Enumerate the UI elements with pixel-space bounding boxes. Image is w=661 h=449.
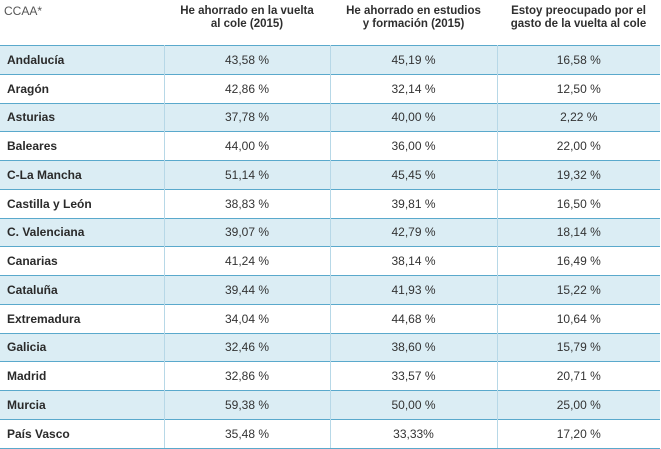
worried-spending-cell: 16,49 % [497, 246, 660, 276]
region-cell: Aragón [0, 73, 165, 103]
table-row: País Vasco 35,48 % 33,33% 17,20 % [0, 418, 660, 449]
saved-studies-cell: 45,19 % [330, 45, 498, 75]
header-saved-studies: He ahorrado en estudios y formación (201… [330, 0, 497, 46]
region-cell: C. Valenciana [0, 217, 165, 247]
table-row: Madrid 32,86 % 33,57 % 20,71 % [0, 361, 660, 391]
header-region: CCAA* [4, 4, 43, 18]
worried-spending-cell: 22,00 % [497, 131, 660, 161]
saved-studies-cell: 38,14 % [330, 246, 498, 276]
saved-back-to-school-cell: 41,24 % [164, 246, 331, 276]
worried-spending-cell: 16,50 % [497, 188, 660, 218]
saved-back-to-school-cell: 39,44 % [164, 275, 331, 305]
saved-back-to-school-cell: 38,83 % [164, 188, 331, 218]
region-cell: Cataluña [0, 275, 165, 305]
saved-studies-cell: 38,60 % [330, 332, 498, 362]
saved-studies-cell: 33,33% [330, 418, 498, 449]
saved-studies-cell: 32,14 % [330, 73, 498, 103]
region-cell: Baleares [0, 131, 165, 161]
table-row: Aragón 42,86 % 32,14 % 12,50 % [0, 73, 660, 103]
table-row: C-La Mancha 51,14 % 45,45 % 19,32 % [0, 160, 660, 190]
region-cell: Asturias [0, 102, 165, 132]
header-col1-line2: al cole (2015) [210, 18, 284, 30]
header-col1-line1: He ahorrado en la vuelta [180, 5, 314, 17]
saved-studies-cell: 40,00 % [330, 102, 498, 132]
saved-back-to-school-cell: 59,38 % [164, 390, 331, 420]
worried-spending-cell: 25,00 % [497, 390, 660, 420]
saved-back-to-school-cell: 39,07 % [164, 217, 331, 247]
table-row: Baleares 44,00 % 36,00 % 22,00 % [0, 131, 660, 161]
region-cell: C-La Mancha [0, 160, 165, 190]
saved-back-to-school-cell: 42,86 % [164, 73, 331, 103]
saved-back-to-school-cell: 43,58 % [164, 45, 331, 75]
saved-back-to-school-cell: 44,00 % [164, 131, 331, 161]
worried-spending-cell: 15,79 % [497, 332, 660, 362]
saved-studies-cell: 36,00 % [330, 131, 498, 161]
table-row: Extremadura 34,04 % 44,68 % 10,64 % [0, 303, 660, 333]
region-cell: Galicia [0, 332, 165, 362]
region-cell: Andalucía [0, 45, 165, 75]
header-col2-line1: He ahorrado en estudios [346, 5, 481, 17]
worried-spending-cell: 15,22 % [497, 275, 660, 305]
table-row: Cataluña 39,44 % 41,93 % 15,22 % [0, 275, 660, 305]
table-row: Andalucía 43,58 % 45,19 % 16,58 % [0, 45, 660, 75]
saved-studies-cell: 39,81 % [330, 188, 498, 218]
table-row: Asturias 37,78 % 40,00 % 2,22 % [0, 102, 660, 132]
region-cell: Canarias [0, 246, 165, 276]
header-saved-back-to-school: He ahorrado en la vuelta al cole (2015) [164, 0, 330, 46]
saved-back-to-school-cell: 32,46 % [164, 332, 331, 362]
region-cell: Castilla y León [0, 188, 165, 218]
header-col3-line2: gasto de la vuelta al cole [510, 18, 647, 30]
table-row: Castilla y León 38,83 % 39,81 % 16,50 % [0, 188, 660, 218]
region-cell: Murcia [0, 390, 165, 420]
region-cell: País Vasco [0, 418, 165, 449]
worried-spending-cell: 18,14 % [497, 217, 660, 247]
saved-studies-cell: 45,45 % [330, 160, 498, 190]
saved-studies-cell: 41,93 % [330, 275, 498, 305]
worried-spending-cell: 17,20 % [497, 418, 660, 449]
table-row: C. Valenciana 39,07 % 42,79 % 18,14 % [0, 217, 660, 247]
header-worried-spending: Estoy preocupado por el gasto de la vuel… [497, 0, 660, 46]
worried-spending-cell: 16,58 % [497, 45, 660, 75]
worried-spending-cell: 12,50 % [497, 73, 660, 103]
region-cell: Madrid [0, 361, 165, 391]
header-col3-line1: Estoy preocupado por el [511, 5, 646, 17]
worried-spending-cell: 20,71 % [497, 361, 660, 391]
worried-spending-cell: 19,32 % [497, 160, 660, 190]
saved-back-to-school-cell: 34,04 % [164, 303, 331, 333]
saved-studies-cell: 50,00 % [330, 390, 498, 420]
header-row: CCAA* He ahorrado en la vuelta al cole (… [0, 0, 660, 46]
table-row: Galicia 32,46 % 38,60 % 15,79 % [0, 332, 660, 362]
saved-studies-cell: 33,57 % [330, 361, 498, 391]
saved-back-to-school-cell: 32,86 % [164, 361, 331, 391]
worried-spending-cell: 2,22 % [497, 102, 660, 132]
saved-studies-cell: 44,68 % [330, 303, 498, 333]
header-col2-line2: y formación (2015) [362, 18, 465, 30]
saved-back-to-school-cell: 35,48 % [164, 418, 331, 449]
region-cell: Extremadura [0, 303, 165, 333]
saved-back-to-school-cell: 51,14 % [164, 160, 331, 190]
saved-back-to-school-cell: 37,78 % [164, 102, 331, 132]
worried-spending-cell: 10,64 % [497, 303, 660, 333]
table-row: Canarias 41,24 % 38,14 % 16,49 % [0, 246, 660, 276]
saved-studies-cell: 42,79 % [330, 217, 498, 247]
table-row: Murcia 59,38 % 50,00 % 25,00 % [0, 390, 660, 420]
